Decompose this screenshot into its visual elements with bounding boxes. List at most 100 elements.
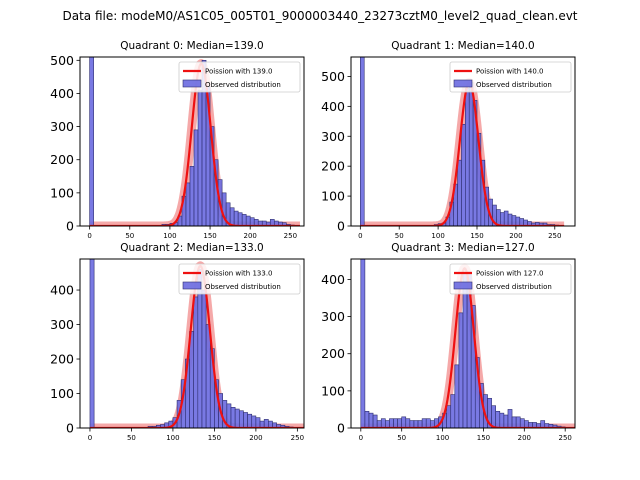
subplot-3: 0 50 100 150 200 250 0 100 200 300 400 Quadrant 3: … xyxy=(321,242,576,442)
legend-hist-swatch xyxy=(453,79,473,88)
histogram-bar xyxy=(457,159,462,226)
axes-frame xyxy=(350,258,576,429)
histogram-bar xyxy=(185,182,191,226)
histogram-bar xyxy=(417,420,423,428)
plot-marks xyxy=(356,57,568,226)
subplot-title: Quadrant 3: Median=127.0 xyxy=(391,242,534,254)
axes-frame xyxy=(79,258,305,429)
histogram-bar xyxy=(205,324,211,428)
histogram-bar xyxy=(511,215,517,226)
x-tick-label: 0 xyxy=(88,434,92,442)
y-tick-label: 500 xyxy=(321,69,345,84)
legend-fit-label: Poission with 133.0 xyxy=(205,270,273,278)
x-tick-label: 250 xyxy=(559,434,572,442)
histogram-bar xyxy=(409,420,415,428)
histogram-bar xyxy=(385,420,390,428)
histogram-bar xyxy=(389,418,394,428)
y-tick-label: 500 xyxy=(50,53,74,68)
x-tick-label: 150 xyxy=(208,434,221,442)
x-tick-label: 250 xyxy=(284,232,297,240)
legend-hist-swatch xyxy=(182,281,202,290)
legend-hist-label: Observed distribution xyxy=(205,81,281,89)
histogram-bar xyxy=(263,419,269,428)
histogram-bar xyxy=(401,416,407,428)
histogram-bar xyxy=(360,57,365,226)
histogram-bar xyxy=(500,212,505,226)
histogram-bar xyxy=(540,420,546,428)
y-tick-label: 400 xyxy=(50,283,74,298)
fit-line xyxy=(89,62,301,226)
legend-hist-label: Observed distribution xyxy=(476,283,552,291)
x-tick-label: 100 xyxy=(163,232,176,240)
y-tick-label: 200 xyxy=(50,152,74,167)
histogram-bar xyxy=(515,216,521,226)
legend-fit-label: Poission with 140.0 xyxy=(476,68,544,76)
histogram-bar xyxy=(397,418,402,428)
histogram-bar xyxy=(230,407,236,428)
y-tick-label: 100 xyxy=(50,185,74,200)
legend-hist-label: Observed distribution xyxy=(205,283,281,291)
x-tick-label: 200 xyxy=(518,434,531,442)
y-tick-label: 100 xyxy=(50,386,74,401)
subplot-title: Quadrant 1: Median=140.0 xyxy=(391,40,534,52)
histogram-bar xyxy=(495,410,501,428)
y-tick-label: 400 xyxy=(321,272,345,287)
histogram-bar xyxy=(243,412,248,428)
histogram-bar xyxy=(201,289,207,428)
subplot-0: 0 50 100 150 200 250 0 100 200 300 400 500 Quadrant … xyxy=(50,40,305,240)
histogram-bar xyxy=(368,412,374,428)
y-tick-label: 0 xyxy=(66,421,74,436)
x-tick-label: 50 xyxy=(125,232,134,240)
histogram-bar xyxy=(461,124,466,226)
x-tick-label: 100 xyxy=(431,232,444,240)
y-tick-label: 100 xyxy=(321,383,345,398)
histogram-bar xyxy=(249,217,255,226)
histogram-bar xyxy=(462,271,468,428)
histogram-bar xyxy=(511,416,517,428)
subplot-title: Quadrant 2: Median=133.0 xyxy=(120,242,263,254)
y-tick-label: 200 xyxy=(321,159,345,174)
histogram-bar xyxy=(446,405,452,428)
histogram-bar xyxy=(413,420,419,428)
histogram-bar xyxy=(468,82,474,226)
legend-box xyxy=(449,61,572,93)
histogram-bar xyxy=(193,129,199,226)
x-tick-label: 150 xyxy=(477,434,490,442)
histogram-bar xyxy=(237,212,243,226)
histogram-bar xyxy=(238,410,244,428)
histogram-bar xyxy=(524,420,529,428)
y-tick-label: 400 xyxy=(321,99,345,114)
histogram-bar xyxy=(515,416,521,428)
x-tick-label: 200 xyxy=(509,232,522,240)
y-tick-label: 0 xyxy=(337,219,345,234)
histogram-bar xyxy=(245,215,251,226)
histogram-bar xyxy=(503,414,509,428)
histogram-bar xyxy=(425,418,431,428)
y-tick-label: 200 xyxy=(50,352,74,367)
histogram-bar xyxy=(405,418,411,428)
subplot-title: Quadrant 0: Median=139.0 xyxy=(120,40,263,52)
x-tick-label: 100 xyxy=(166,434,179,442)
legend-box xyxy=(178,263,301,295)
histogram-bar xyxy=(458,312,464,428)
legend-fit-label: Poission with 139.0 xyxy=(205,68,273,76)
histogram-bar xyxy=(189,166,195,226)
figure-title: Data file: modeM0/AS1C05_005T01_90000034… xyxy=(62,9,577,23)
legend-hist-label: Observed distribution xyxy=(476,81,552,89)
histogram-bar xyxy=(229,207,235,226)
histogram-bar xyxy=(360,259,366,428)
histogram-bar xyxy=(507,409,513,428)
histogram-bar xyxy=(376,420,382,428)
x-tick-label: 200 xyxy=(244,232,257,240)
histogram-bar xyxy=(364,410,370,428)
histogram-bar xyxy=(465,88,470,226)
x-tick-label: 0 xyxy=(359,434,363,442)
histogram-bar xyxy=(519,218,524,226)
y-tick-label: 300 xyxy=(321,309,345,324)
x-tick-label: 150 xyxy=(203,232,216,240)
histogram-bar xyxy=(372,414,378,428)
x-tick-label: 150 xyxy=(470,232,483,240)
histogram-bar xyxy=(193,296,199,428)
y-tick-label: 0 xyxy=(337,421,345,436)
